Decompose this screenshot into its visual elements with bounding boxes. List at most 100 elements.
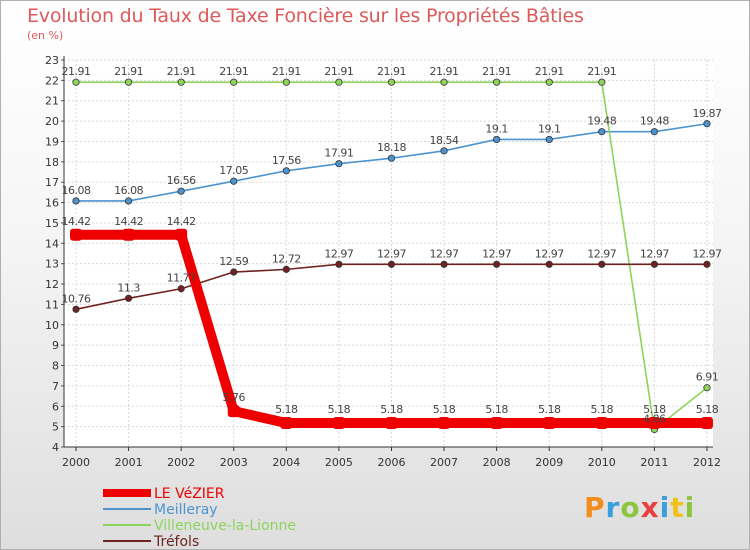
data-label: 19.1 bbox=[485, 122, 508, 135]
data-point bbox=[703, 260, 711, 268]
data-label: 12.97 bbox=[692, 247, 721, 260]
data-label: 12.97 bbox=[482, 247, 511, 260]
x-tick-label: 2008 bbox=[483, 456, 511, 469]
data-label: 5.18 bbox=[380, 403, 403, 416]
y-tick-label: 4 bbox=[52, 441, 59, 454]
data-point bbox=[387, 260, 396, 268]
data-label: 19.87 bbox=[692, 107, 721, 120]
data-point bbox=[598, 128, 606, 136]
data-label: 17.56 bbox=[272, 154, 301, 167]
data-point bbox=[230, 177, 238, 185]
data-label: 12.97 bbox=[377, 247, 406, 260]
data-point bbox=[282, 167, 290, 175]
x-tick-label: 2010 bbox=[588, 456, 616, 469]
data-label: 19.48 bbox=[640, 115, 669, 128]
y-tick-label: 10 bbox=[45, 319, 59, 332]
data-label: 21.91 bbox=[324, 65, 353, 78]
data-label: 5.18 bbox=[328, 403, 351, 416]
y-tick-label: 15 bbox=[45, 217, 59, 230]
data-point bbox=[703, 384, 711, 392]
data-point bbox=[124, 294, 133, 302]
data-label: 4.86 bbox=[643, 412, 666, 425]
data-point bbox=[72, 78, 80, 86]
data-label: 5.76 bbox=[222, 391, 245, 404]
data-point bbox=[493, 78, 501, 86]
data-label: 21.91 bbox=[272, 65, 301, 78]
data-label: 12.97 bbox=[640, 247, 669, 260]
x-tick-label: 2001 bbox=[115, 456, 143, 469]
x-tick-label: 2003 bbox=[220, 456, 248, 469]
y-tick-label: 23 bbox=[45, 54, 59, 67]
y-tick-label: 19 bbox=[45, 135, 59, 148]
data-label: 11.3 bbox=[117, 281, 140, 294]
data-point bbox=[438, 416, 451, 429]
data-point bbox=[648, 416, 661, 429]
logo-letter: i bbox=[684, 491, 696, 524]
x-tick-label: 2006 bbox=[377, 456, 405, 469]
logo-letter: t bbox=[670, 491, 685, 524]
data-label: 12.97 bbox=[535, 247, 564, 260]
data-label: 21.91 bbox=[587, 65, 616, 78]
data-label: 5.18 bbox=[643, 403, 666, 416]
y-tick-label: 14 bbox=[45, 237, 59, 250]
data-label: 17.91 bbox=[324, 147, 353, 160]
logo-letter: x bbox=[640, 491, 660, 524]
logo-letter: o bbox=[620, 491, 641, 524]
x-tick-label: 2007 bbox=[430, 456, 458, 469]
data-point bbox=[72, 305, 80, 313]
data-point bbox=[598, 260, 606, 268]
data-label: 16.08 bbox=[114, 184, 143, 197]
data-label: 16.56 bbox=[167, 174, 196, 187]
data-point bbox=[440, 147, 448, 155]
plot-area bbox=[64, 60, 713, 447]
data-label: 5.18 bbox=[538, 403, 561, 416]
data-point bbox=[227, 405, 240, 418]
logo-letter: r bbox=[605, 491, 621, 524]
y-tick-label: 5 bbox=[52, 421, 59, 434]
data-point bbox=[335, 260, 343, 268]
data-point bbox=[332, 416, 345, 429]
y-tick-label: 22 bbox=[45, 74, 59, 87]
y-tick-label: 6 bbox=[52, 400, 59, 413]
data-label: 21.91 bbox=[430, 65, 459, 78]
data-point bbox=[595, 416, 608, 429]
data-point bbox=[177, 78, 185, 86]
y-tick-label: 11 bbox=[45, 298, 59, 311]
data-point bbox=[124, 197, 133, 205]
data-point bbox=[598, 78, 606, 86]
data-point bbox=[385, 416, 398, 429]
data-point bbox=[493, 135, 501, 144]
data-point bbox=[543, 416, 556, 429]
x-tick-label: 2011 bbox=[640, 456, 668, 469]
data-point bbox=[72, 197, 80, 205]
data-point bbox=[335, 160, 343, 168]
y-tick-label: 21 bbox=[45, 95, 59, 108]
legend-label: Villeneuve-la-Lionne bbox=[154, 518, 296, 534]
legend-label: Meilleray bbox=[154, 502, 218, 518]
data-label: 21.91 bbox=[377, 65, 406, 78]
data-label: 21.91 bbox=[535, 65, 564, 78]
x-tick-label: 2000 bbox=[62, 456, 90, 469]
chart-subtitle: (en %) bbox=[27, 29, 64, 42]
data-label: 21.91 bbox=[167, 65, 196, 78]
data-label: 12.72 bbox=[272, 252, 301, 265]
data-label: 21.91 bbox=[482, 65, 511, 78]
data-label: 6.91 bbox=[696, 371, 719, 384]
data-point bbox=[387, 154, 396, 162]
y-tick-label: 16 bbox=[45, 197, 59, 210]
data-point bbox=[703, 120, 711, 128]
y-tick-label: 8 bbox=[52, 360, 59, 373]
data-point bbox=[440, 260, 448, 268]
y-tick-label: 18 bbox=[45, 156, 59, 169]
data-label: 5.18 bbox=[696, 403, 719, 416]
data-label: 5.18 bbox=[591, 403, 614, 416]
data-point bbox=[282, 265, 290, 273]
data-label: 14.42 bbox=[167, 215, 196, 228]
data-point bbox=[440, 78, 448, 86]
y-tick-label: 9 bbox=[52, 339, 59, 352]
y-tick-label: 12 bbox=[45, 278, 59, 291]
x-tick-label: 2012 bbox=[693, 456, 721, 469]
data-point bbox=[490, 416, 503, 429]
data-label: 12.97 bbox=[430, 247, 459, 260]
